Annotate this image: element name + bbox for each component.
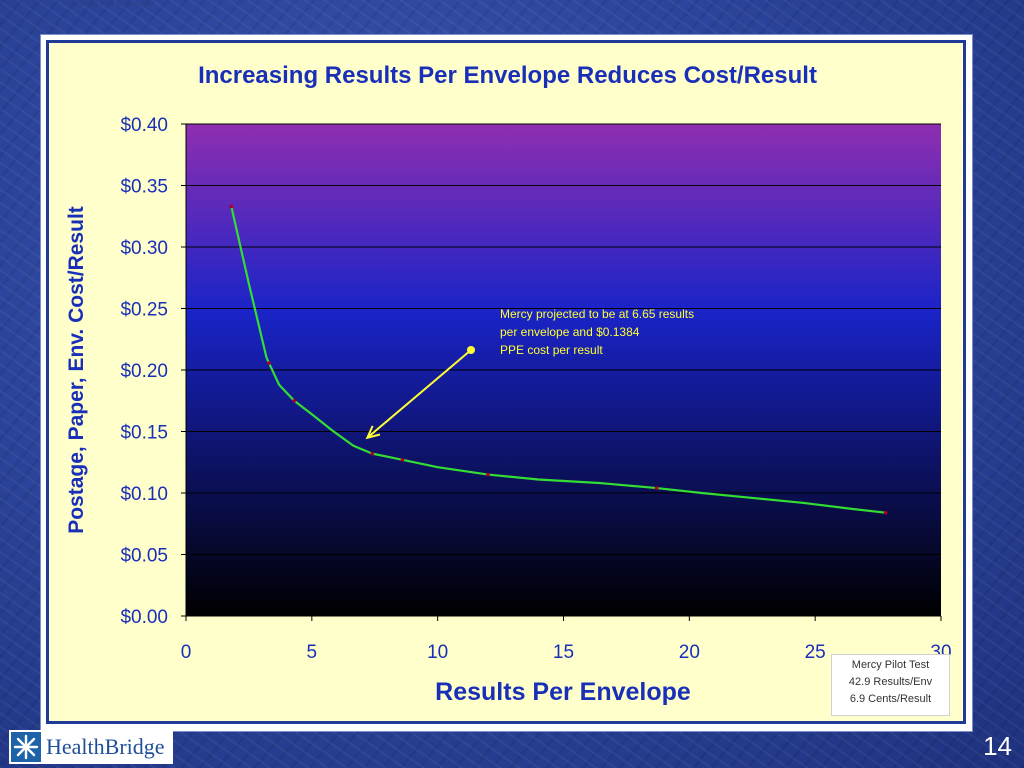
pilot-test-box: Mercy Pilot Test 42.9 Results/Env 6.9 Ce… — [831, 654, 950, 716]
annotation-line: PPE cost per result — [500, 343, 603, 357]
x-tick-label: 20 — [679, 642, 700, 663]
x-tick-label: 5 — [307, 642, 318, 663]
healthbridge-logo: HealthBridge — [9, 730, 173, 764]
annotation-arrow-head — [365, 425, 381, 440]
y-tick-label: $0.30 — [120, 238, 168, 259]
page-number: 14 — [983, 731, 1012, 761]
chart-title: Increasing Results Per Envelope Reduces … — [198, 62, 817, 89]
annotation-line: per envelope and $0.1384 — [500, 325, 640, 339]
annotation-arrow-dot — [467, 346, 475, 354]
data-point-marker — [267, 361, 271, 365]
pilot-line: Mercy Pilot Test — [851, 659, 930, 671]
y-tick-label: $0.40 — [120, 115, 168, 136]
data-point-marker — [229, 204, 234, 209]
annotation-line: Mercy projected to be at 6.65 results — [500, 307, 695, 321]
y-tick-label: $0.15 — [120, 423, 168, 444]
pilot-line: 6.9 Cents/Result — [849, 693, 932, 705]
logo-text: HealthBridge — [46, 734, 165, 759]
y-tick-label: $0.05 — [120, 546, 168, 567]
x-tick-label: 0 — [181, 642, 192, 663]
annotation-arrow-line — [366, 349, 472, 439]
data-point-marker — [883, 510, 888, 515]
logo-star-icon — [11, 732, 41, 762]
data-point-marker — [292, 398, 297, 403]
y-tick-label: $0.20 — [120, 361, 168, 382]
y-tick-label: $0.10 — [120, 484, 168, 505]
data-point-marker — [654, 486, 659, 490]
annotation-text: Mercy projected to be at 6.65 results pe… — [500, 305, 760, 359]
data-point-marker — [486, 472, 490, 477]
data-point-marker — [370, 451, 375, 456]
x-tick-label: 10 — [427, 642, 448, 663]
y-tick-label: $0.35 — [120, 177, 168, 198]
y-tick-label: $0.00 — [120, 607, 168, 628]
x-tick-label: 15 — [553, 642, 574, 663]
y-axis-label: Postage, Paper, Env. Cost/Result — [65, 206, 88, 534]
data-point-marker — [400, 457, 405, 462]
pilot-line: 42.9 Results/Env — [848, 676, 933, 688]
top-caption: Results Per Envelope — [68, 0, 155, 8]
x-tick-label: 25 — [805, 642, 826, 663]
x-axis-label: Results Per Envelope — [435, 678, 691, 706]
y-tick-label: $0.25 — [120, 300, 168, 321]
series-line — [230, 206, 886, 514]
